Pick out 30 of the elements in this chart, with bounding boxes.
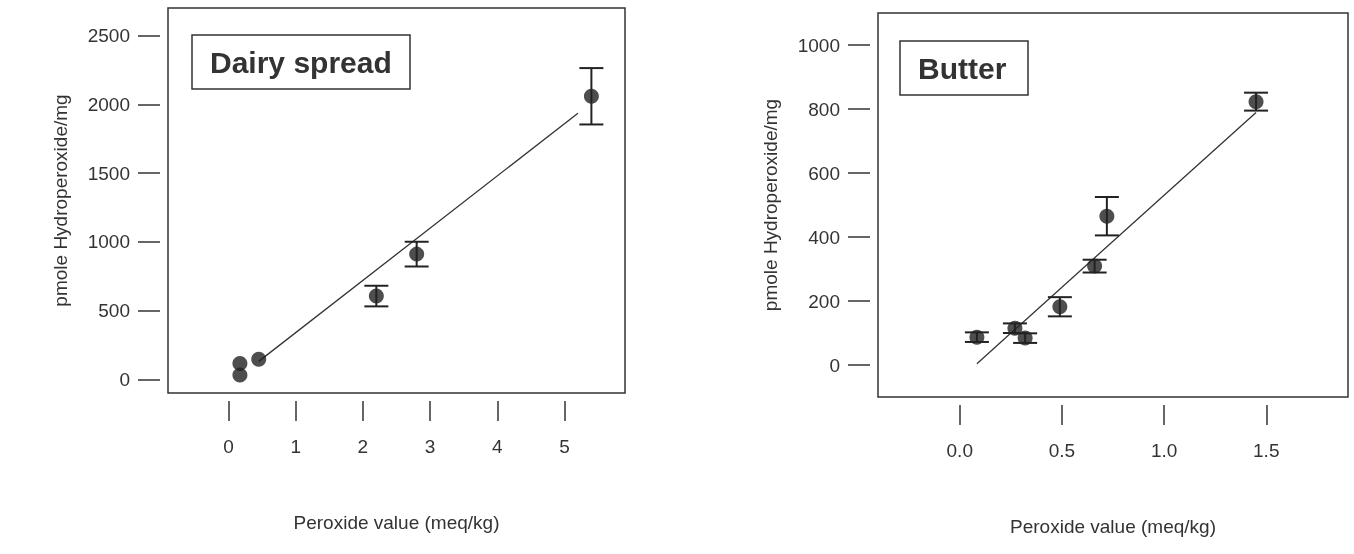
x-tick-label: 1.0 xyxy=(1150,440,1178,461)
x-tick-label: 4 xyxy=(492,436,504,457)
y-tick-label: 600 xyxy=(808,162,840,184)
y-tick-label: 0 xyxy=(829,354,840,376)
text: Butter xyxy=(918,51,1007,85)
x-tick-label: 1 xyxy=(290,436,301,457)
y-tick-label: 2500 xyxy=(87,25,130,46)
y-tick-label: 1000 xyxy=(87,231,130,253)
x-axis-title: Peroxide value (meq/kg) xyxy=(1010,516,1216,537)
x-tick-label: 5 xyxy=(559,436,570,457)
x-tick-label: 0.5 xyxy=(1048,440,1076,461)
y-axis-title: pmole Hydroperoxide/mg xyxy=(50,94,71,307)
y-axis-title: pmole Hydroperoxide/mg xyxy=(760,98,781,312)
x-tick-label: 3 xyxy=(424,436,436,457)
x-tick-label: 0.0 xyxy=(946,440,973,461)
y-tick-label: 1500 xyxy=(87,162,130,184)
y-tick-label: 200 xyxy=(808,290,840,312)
y-tick-label: 1000 xyxy=(797,34,840,56)
x-axis-title: Peroxide value (meq/kg) xyxy=(293,512,500,533)
point xyxy=(251,351,267,367)
y-tick-label: 800 xyxy=(808,98,840,120)
point xyxy=(232,356,248,372)
y-tick-label: 400 xyxy=(808,226,840,248)
y-tick-label: 0 xyxy=(119,368,130,390)
x-tick-label: 2 xyxy=(357,436,369,457)
y-tick-label: 500 xyxy=(98,300,130,321)
x-tick-label: 1.5 xyxy=(1253,440,1280,461)
x-tick-label: 0 xyxy=(223,436,234,457)
text: Dairy spread xyxy=(210,45,392,79)
y-tick-label: 2000 xyxy=(87,93,130,115)
